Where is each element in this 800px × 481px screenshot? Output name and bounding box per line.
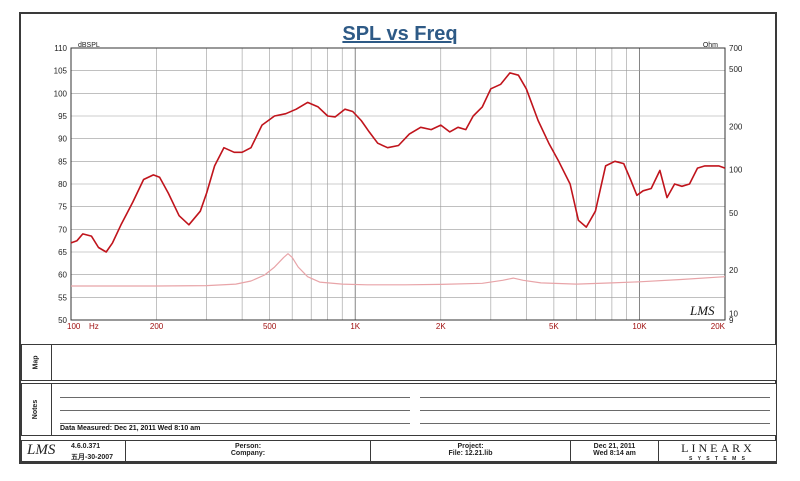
- version-date: 五月-30-2007: [71, 454, 114, 461]
- chart-series: [70, 72, 726, 287]
- lms-watermark: LMS: [689, 303, 715, 318]
- y-tick-label: 50: [58, 316, 67, 325]
- y-tick-label: 85: [58, 157, 67, 166]
- y2-tick-label: 20: [729, 266, 738, 275]
- x-tick-label: 500: [263, 322, 277, 331]
- y2-tick-label: 100: [729, 166, 743, 175]
- notes-line: [60, 397, 410, 398]
- notes-line: [60, 423, 410, 424]
- y-tick-label: 60: [58, 271, 67, 280]
- notes-line: [420, 423, 770, 424]
- linearx-logo: LINEARX: [681, 441, 755, 455]
- notes-line: [420, 397, 770, 398]
- y-tick-label: 105: [54, 67, 68, 76]
- x-tick-label: 1K: [350, 322, 360, 331]
- y2-tick-label: 9: [729, 316, 734, 325]
- notes-label: Notes: [21, 383, 52, 436]
- x-tick-label: 20K: [711, 322, 726, 331]
- y-tick-label: 95: [58, 112, 67, 121]
- y-tick-label: 75: [58, 203, 67, 212]
- x-tick-label: 5K: [549, 322, 559, 331]
- date-cell: Dec 21, 2011 Wed 8:14 am: [571, 440, 659, 462]
- y-tick-label: 100: [54, 89, 68, 98]
- chart-axes: 5055606570758085909510010511091020501002…: [54, 44, 743, 331]
- notes-panel: [21, 383, 777, 436]
- person-cell: Person: Company:: [126, 440, 371, 462]
- map-label: Map: [21, 344, 52, 381]
- y2-tick-label: 500: [729, 65, 743, 74]
- y2-tick-label: 200: [729, 122, 743, 131]
- notes-line: [420, 410, 770, 411]
- file-label: File: 12.21.lib: [448, 450, 493, 457]
- notes-line: [60, 410, 410, 411]
- y-tick-label: 70: [58, 225, 67, 234]
- footer-bar: [21, 440, 777, 462]
- y2-tick-label: 50: [729, 209, 738, 218]
- person-label: Person:: [234, 443, 262, 450]
- project-cell: Project: File: 12.21.lib: [371, 440, 571, 462]
- version-text: 4.6.0.371: [71, 443, 101, 450]
- linearx-subtitle: S Y S T E M S: [688, 456, 748, 462]
- chart-grid: [70, 47, 726, 321]
- x-tick-label: 2K: [436, 322, 446, 331]
- footer-time: Wed 8:14 am: [593, 450, 636, 457]
- project-label: Project:: [457, 443, 484, 450]
- y-tick-label: 65: [58, 248, 67, 257]
- x-axis-unit: Hz: [89, 322, 99, 331]
- data-measured-text: Data Measured: Dec 21, 2011 Wed 8:10 am: [60, 425, 201, 432]
- y-tick-label: 80: [58, 180, 67, 189]
- company-label: Company:: [230, 450, 266, 457]
- chart-title: SPL vs Freq: [342, 23, 457, 45]
- x-tick-label: 200: [150, 322, 164, 331]
- y2-axis-unit: Ohm: [703, 42, 718, 49]
- y2-tick-label: 700: [729, 44, 743, 53]
- y-axis-unit: dBSPL: [78, 42, 100, 49]
- impedance-series-line: [71, 253, 726, 287]
- lms-logo: LMS: [27, 442, 56, 458]
- brand-cell: LINEARX S Y S T E M S: [659, 440, 777, 462]
- spl-chart: SPL vs Freq 50 55 60 65 70 75 80 85 90 95 100 105 11…: [54, 23, 743, 331]
- y-tick-label: 110: [54, 44, 67, 53]
- map-panel: [21, 344, 777, 381]
- y2-tick-label: 10: [729, 309, 738, 318]
- x-tick-label: 100: [67, 322, 81, 331]
- footer-logo-cell: LMS 4.6.0.371 五月-30-2007: [21, 440, 126, 462]
- y-tick-label: 90: [58, 135, 67, 144]
- plot-area-border: [70, 47, 726, 321]
- y-tick-label: 55: [58, 293, 67, 302]
- spl-series-line: [70, 72, 726, 253]
- footer-date: Dec 21, 2011: [593, 443, 636, 450]
- x-tick-label: 10K: [632, 322, 647, 331]
